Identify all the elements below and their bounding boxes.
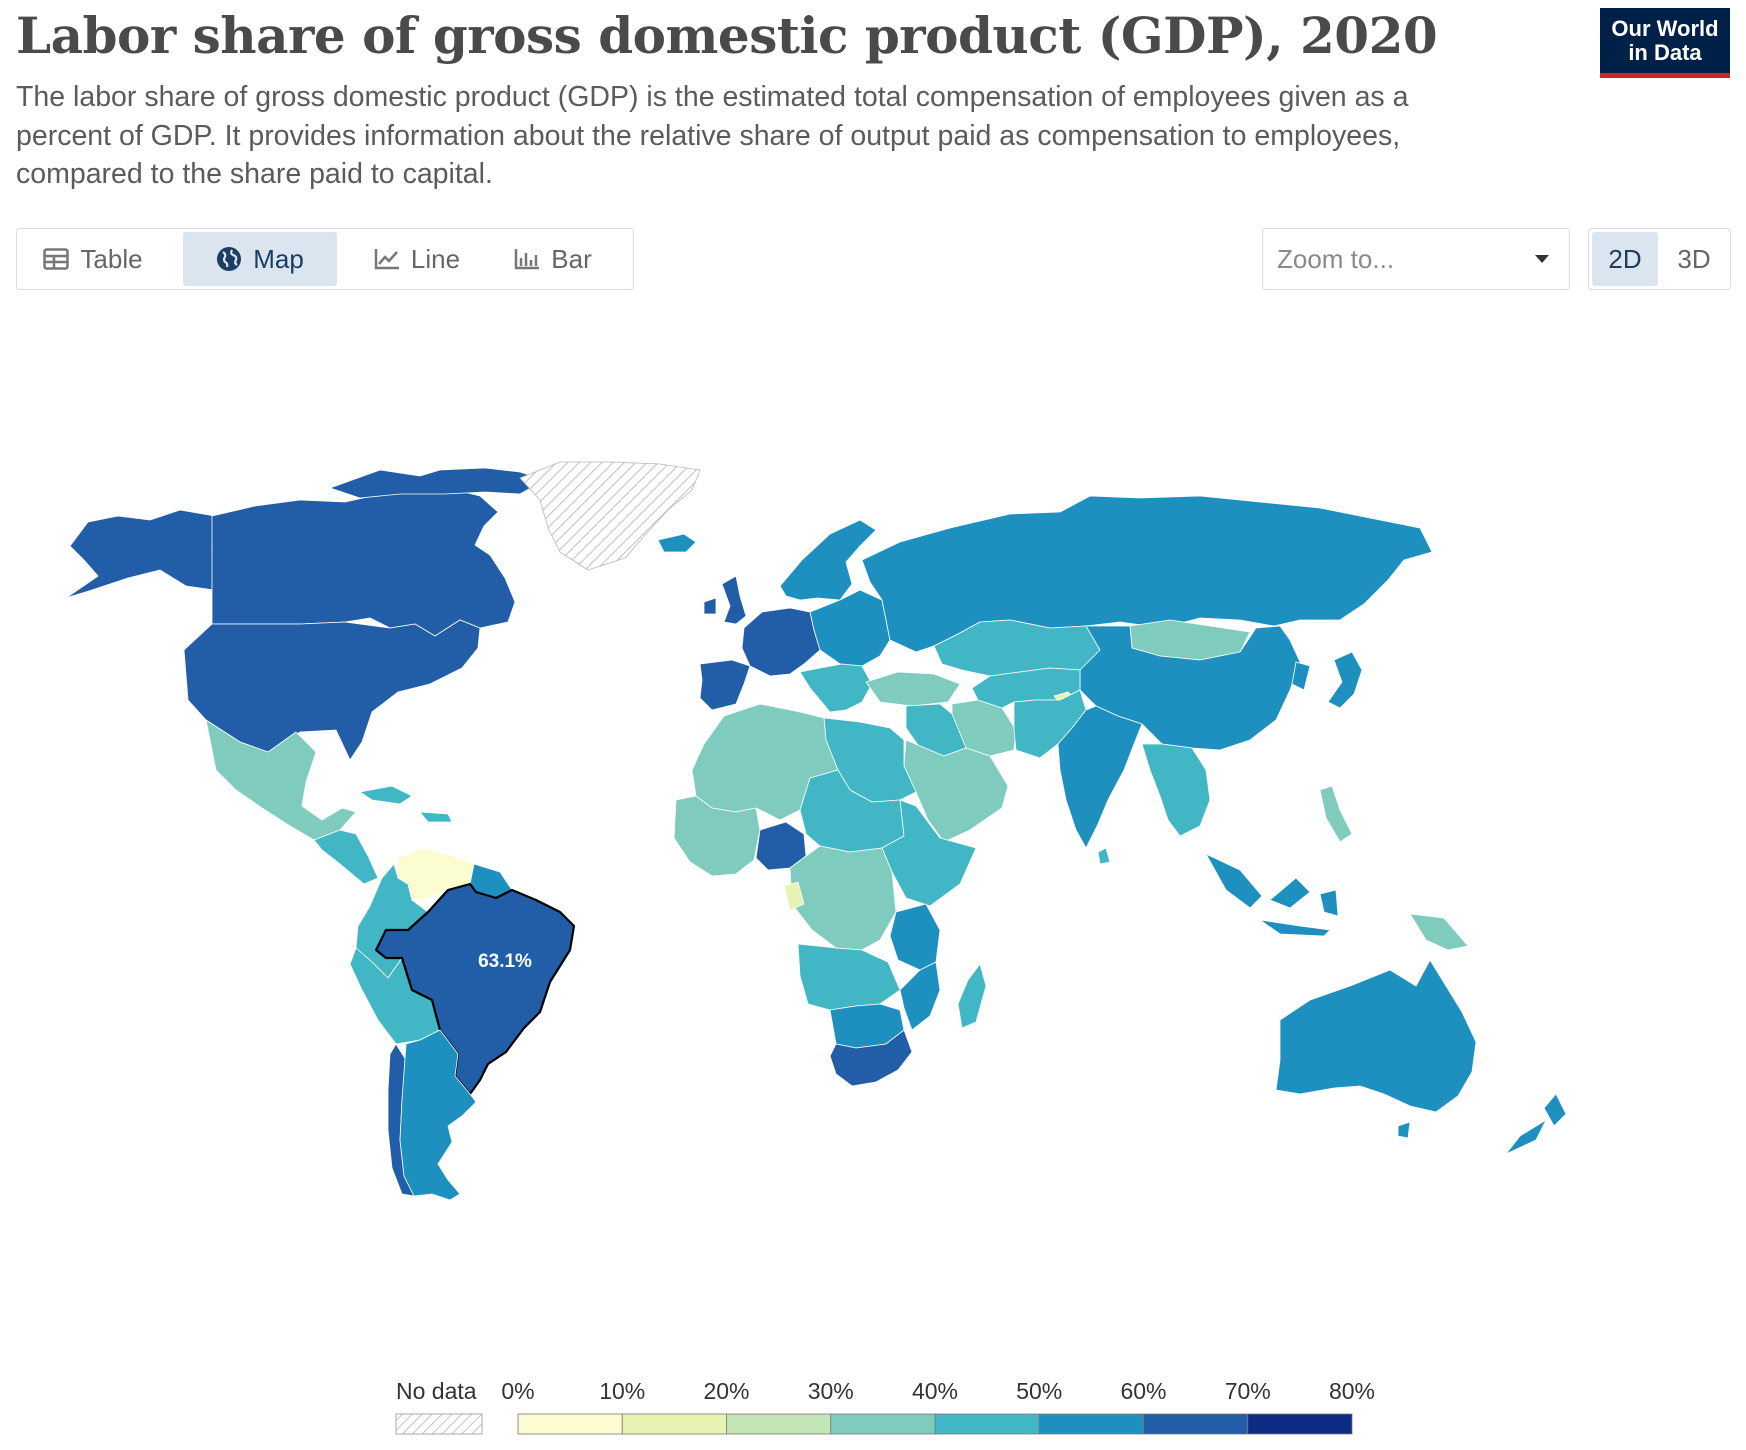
region-horn-of-africa[interactable]: [881, 799, 977, 907]
legend-tick-label: 20%: [703, 1378, 750, 1404]
region-italy-balkans[interactable]: [799, 663, 873, 713]
chart-title: Labor share of gross domestic product (G…: [16, 6, 1438, 65]
region-caribbean[interactable]: [359, 785, 453, 823]
region-tasmania[interactable]: [1397, 1121, 1411, 1139]
region-mexico[interactable]: [205, 719, 357, 841]
legend-no-data-label: No data: [396, 1378, 477, 1404]
logo-line-1: Our World: [1611, 16, 1719, 41]
chart-subtitle: The labor share of gross domestic produc…: [16, 81, 1409, 190]
region-indonesia[interactable]: [1205, 853, 1339, 937]
region-central-america[interactable]: [313, 829, 379, 885]
region-gabon[interactable]: [783, 881, 805, 911]
legend-tick-label: 40%: [911, 1378, 959, 1404]
region-papua-new-guinea[interactable]: [1409, 913, 1469, 951]
legend-tick-label: 30%: [807, 1378, 854, 1404]
tab-line-label: Line: [410, 243, 461, 274]
region-australia[interactable]: [1275, 959, 1477, 1113]
legend-tick-label: 60%: [1120, 1378, 1167, 1404]
toggle-2d[interactable]: 2D: [1592, 232, 1658, 286]
legend-tick-label: 70%: [1224, 1378, 1271, 1404]
brazil-value-label: 63.1%: [478, 951, 532, 972]
legend-swatch-30-40[interactable]: [830, 1413, 936, 1435]
tab-table-label: Table: [80, 243, 143, 274]
tab-map[interactable]: Map: [183, 232, 337, 286]
chart-tab-bar: Table Map Line Bar: [16, 228, 634, 290]
legend-swatch-70-80[interactable]: [1247, 1413, 1353, 1435]
region-china[interactable]: [1079, 625, 1301, 751]
world-map: 63.1%: [65, 461, 1567, 1201]
region-greenland[interactable]: [519, 461, 701, 571]
legend-swatch-40-50[interactable]: [934, 1413, 1040, 1435]
chevron-down-icon: [1535, 255, 1549, 263]
region-india[interactable]: [1057, 705, 1143, 849]
tab-bar-label: Bar: [551, 243, 592, 274]
region-canada-islands[interactable]: [329, 467, 546, 499]
legend-swatch-50-60[interactable]: [1038, 1413, 1144, 1435]
zoom-to-select[interactable]: Zoom to...: [1262, 228, 1570, 290]
region-west-africa[interactable]: [673, 795, 761, 877]
line-chart-icon: [374, 249, 399, 270]
region-central-africa[interactable]: [789, 845, 897, 951]
bar-chart-icon: [515, 249, 540, 270]
legend-tick-label: 80%: [1328, 1378, 1376, 1404]
toggle-3d[interactable]: 3D: [1677, 244, 1711, 274]
region-south-africa[interactable]: [829, 1029, 913, 1087]
region-sri-lanka[interactable]: [1097, 847, 1111, 865]
tab-line[interactable]: Line: [353, 232, 481, 286]
region-western-europe[interactable]: [741, 607, 821, 677]
legend-tick-label: 0%: [501, 1378, 535, 1404]
region-philippines[interactable]: [1319, 785, 1353, 843]
region-alaska[interactable]: [65, 509, 216, 599]
region-iberia[interactable]: [699, 659, 751, 711]
region-korea-japan[interactable]: [1291, 651, 1363, 709]
region-east-africa[interactable]: [889, 903, 941, 971]
globe-icon: [217, 247, 242, 271]
logo-line-2: in Data: [1628, 40, 1702, 65]
tab-bar[interactable]: Bar: [493, 232, 613, 286]
region-angola-zambia[interactable]: [797, 943, 901, 1011]
region-southeast-asia[interactable]: [1141, 743, 1211, 837]
legend-tick-label: 10%: [599, 1378, 646, 1404]
projection-toggle: 2D 3D: [1588, 228, 1731, 290]
region-libya-egypt[interactable]: [823, 717, 917, 803]
legend-swatch-20-30[interactable]: [726, 1413, 832, 1435]
zoom-placeholder: Zoom to...: [1277, 244, 1395, 274]
region-uk-ireland[interactable]: [703, 575, 747, 625]
legend-swatch-60-70[interactable]: [1143, 1413, 1249, 1435]
tab-map-label: Map: [253, 243, 304, 274]
legend-swatch-0-10[interactable]: [517, 1413, 623, 1435]
region-brazil[interactable]: [374, 882, 576, 1096]
region-argentina[interactable]: [399, 1029, 477, 1201]
region-mozambique[interactable]: [899, 961, 941, 1031]
legend-swatch-10-20[interactable]: [621, 1413, 727, 1435]
region-russia[interactable]: [861, 495, 1433, 653]
region-iceland[interactable]: [657, 533, 697, 553]
region-new-zealand[interactable]: [1505, 1093, 1567, 1155]
region-scandinavia[interactable]: [779, 519, 877, 601]
owid-logo[interactable]: Our World in Data: [1600, 8, 1730, 78]
color-legend: [395, 1413, 1353, 1435]
table-icon: [43, 248, 70, 270]
legend-tick-label: 50%: [1016, 1378, 1063, 1404]
region-central-eastern-europe[interactable]: [809, 589, 891, 667]
region-madagascar[interactable]: [957, 963, 987, 1029]
tab-table[interactable]: Table: [20, 232, 166, 286]
region-canada[interactable]: [211, 485, 516, 637]
legend-no-data-swatch: [395, 1413, 483, 1435]
region-turkey[interactable]: [865, 671, 961, 707]
